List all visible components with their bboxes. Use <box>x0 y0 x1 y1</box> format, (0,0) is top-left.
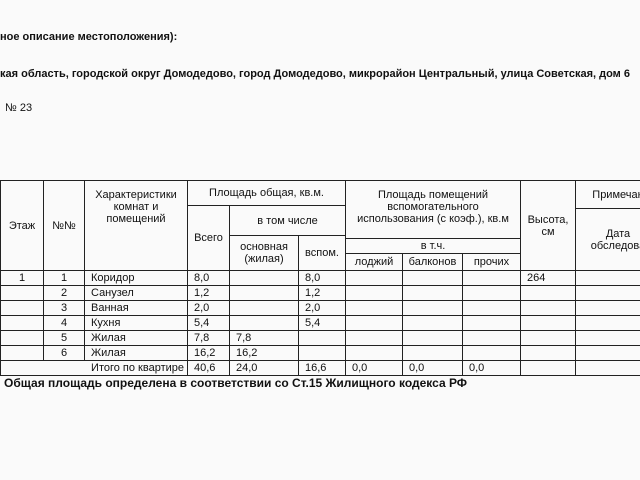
body-cell: 5 <box>43 330 85 346</box>
body-cell <box>0 285 44 301</box>
body-cell: 4 <box>43 315 85 331</box>
body-cell <box>229 300 299 316</box>
body-cell: 1 <box>43 270 85 286</box>
body-cell <box>575 330 640 346</box>
total-cell: 16,6 <box>298 360 346 376</box>
body-cell: 5,4 <box>187 315 230 331</box>
header-cell: №№ <box>43 180 85 271</box>
body-cell <box>0 300 44 316</box>
body-cell <box>298 330 346 346</box>
header-cell: Площадь общая, кв.м. <box>187 180 346 206</box>
body-cell: 2,0 <box>298 300 346 316</box>
body-cell <box>0 330 44 346</box>
body-cell <box>298 345 346 361</box>
body-cell <box>462 270 521 286</box>
body-cell <box>520 300 576 316</box>
body-cell: 16,2 <box>229 345 299 361</box>
body-cell <box>575 300 640 316</box>
footer-note: Общая площадь определена в соответствии … <box>4 376 468 390</box>
body-cell: 16,2 <box>187 345 230 361</box>
body-cell <box>520 330 576 346</box>
header-cell: Дата обследова <box>575 208 640 271</box>
body-cell <box>575 270 640 286</box>
body-cell: 1 <box>0 270 44 286</box>
header-cell: в т.ч. <box>345 238 521 254</box>
body-cell: Санузел <box>84 285 188 301</box>
body-cell <box>462 315 521 331</box>
body-cell <box>520 285 576 301</box>
body-cell: 1,2 <box>298 285 346 301</box>
body-cell <box>462 345 521 361</box>
body-cell <box>402 300 463 316</box>
body-cell <box>0 315 44 331</box>
body-cell <box>402 270 463 286</box>
body-cell: 7,8 <box>229 330 299 346</box>
body-cell: 8,0 <box>298 270 346 286</box>
header-cell: балконов <box>402 253 463 271</box>
body-cell: 3 <box>43 300 85 316</box>
body-cell <box>229 285 299 301</box>
header-cell: Характеристики комнат и помещений <box>84 180 188 271</box>
total-cell: 0,0 <box>462 360 521 376</box>
body-cell <box>345 315 403 331</box>
body-cell: 264 <box>520 270 576 286</box>
body-cell: 1,2 <box>187 285 230 301</box>
body-cell <box>520 315 576 331</box>
body-cell: Коридор <box>84 270 188 286</box>
total-cell: 0,0 <box>345 360 403 376</box>
body-cell <box>345 270 403 286</box>
body-cell: Жилая <box>84 345 188 361</box>
header-cell: основная (жилая) <box>229 235 299 271</box>
total-cell: 40,6 <box>187 360 230 376</box>
total-cell: 24,0 <box>229 360 299 376</box>
body-cell <box>0 345 44 361</box>
total-cell <box>575 360 640 376</box>
total-label: Итого по квартире <box>0 360 188 376</box>
body-cell: 6 <box>43 345 85 361</box>
header-cell: Этаж <box>0 180 44 271</box>
body-cell <box>402 285 463 301</box>
header-cell: в том числе <box>229 205 346 236</box>
body-cell: Ванная <box>84 300 188 316</box>
body-cell <box>345 345 403 361</box>
flat-number: № 23 <box>5 102 33 114</box>
body-cell <box>402 315 463 331</box>
body-cell: 7,8 <box>187 330 230 346</box>
body-cell <box>345 330 403 346</box>
header-cell: прочих <box>462 253 521 271</box>
address: кая область, городской округ Домодедово,… <box>0 68 630 80</box>
location-label: ное описание местоположения): <box>0 31 178 43</box>
body-cell <box>462 300 521 316</box>
body-cell <box>345 300 403 316</box>
body-cell <box>345 285 403 301</box>
body-cell <box>402 345 463 361</box>
header-cell: Примечан <box>575 180 640 209</box>
header-cell: лоджий <box>345 253 403 271</box>
header-cell: Площадь помещений вспомогательного испол… <box>345 180 521 239</box>
body-cell: 5,4 <box>298 315 346 331</box>
body-cell: 2,0 <box>187 300 230 316</box>
header-cell: Всего <box>187 205 230 271</box>
body-cell <box>520 345 576 361</box>
body-cell: Кухня <box>84 315 188 331</box>
body-cell <box>229 315 299 331</box>
total-cell <box>520 360 576 376</box>
body-cell: 2 <box>43 285 85 301</box>
body-cell <box>575 285 640 301</box>
body-cell <box>462 330 521 346</box>
body-cell <box>575 345 640 361</box>
body-cell: Жилая <box>84 330 188 346</box>
body-cell <box>402 330 463 346</box>
body-cell <box>462 285 521 301</box>
header-cell: Высота, см <box>520 180 576 271</box>
total-cell: 0,0 <box>402 360 463 376</box>
body-cell <box>229 270 299 286</box>
body-cell <box>575 315 640 331</box>
body-cell: 8,0 <box>187 270 230 286</box>
header-cell: вспом. <box>298 235 346 271</box>
